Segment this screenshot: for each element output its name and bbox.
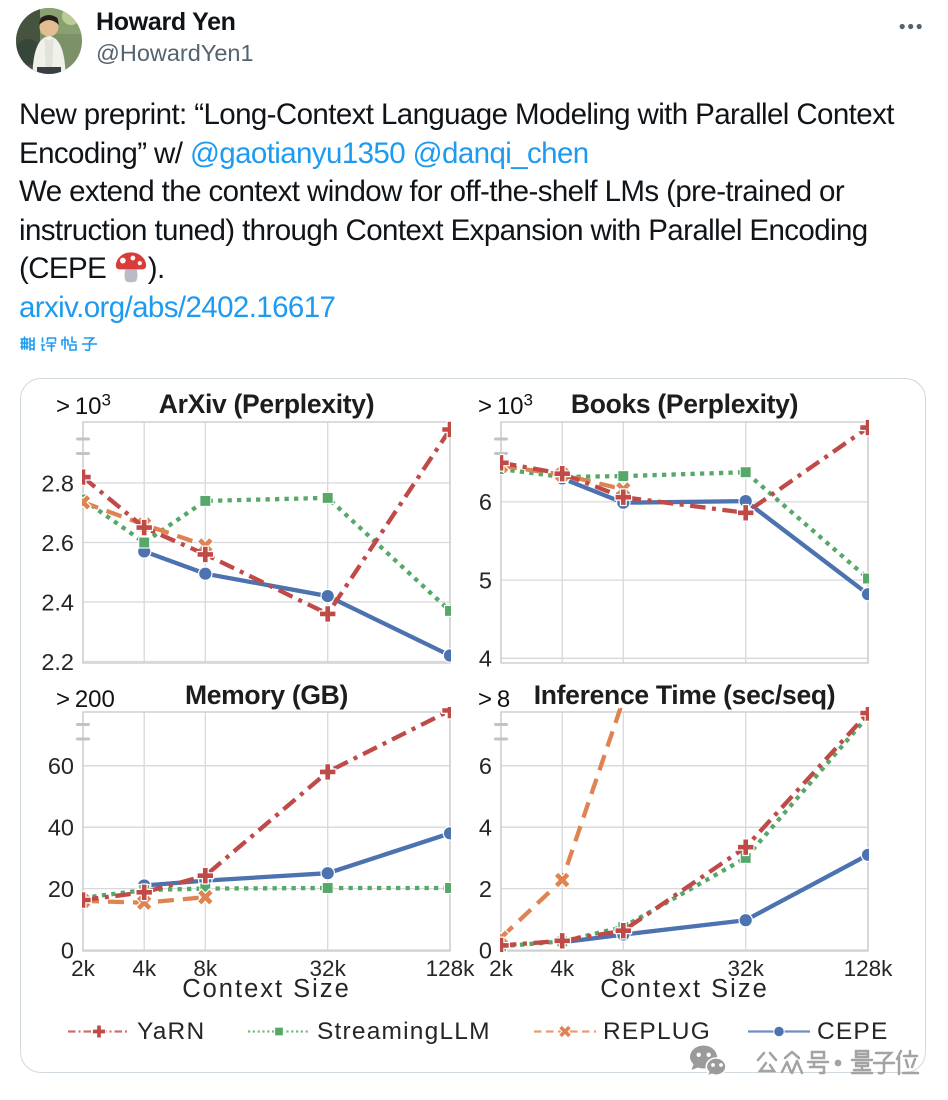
svg-text:2.2: 2.2 <box>41 649 74 675</box>
svg-text:40: 40 <box>48 815 74 841</box>
svg-text:128k: 128k <box>426 956 476 981</box>
svg-text:YaRN: YaRN <box>137 1018 205 1045</box>
svg-text:2.8: 2.8 <box>41 470 74 496</box>
svg-text:REPLUG: REPLUG <box>603 1018 711 1045</box>
svg-text:> 200: > 200 <box>56 686 115 713</box>
svg-text:2k: 2k <box>71 956 96 981</box>
svg-text:5: 5 <box>479 567 492 593</box>
svg-text:4: 4 <box>479 815 492 841</box>
svg-text:Context Size: Context Size <box>600 975 769 1003</box>
svg-text:4k: 4k <box>550 956 575 981</box>
svg-text:6: 6 <box>479 753 492 779</box>
svg-text:Inference Time (sec/seq): Inference Time (sec/seq) <box>534 680 836 710</box>
svg-text:4: 4 <box>479 646 492 672</box>
svg-text:StreamingLLM: StreamingLLM <box>317 1018 491 1045</box>
svg-text:> 103: > 103 <box>478 391 533 421</box>
svg-text:Books (Perplexity): Books (Perplexity) <box>571 389 798 419</box>
svg-text:4k: 4k <box>132 956 157 981</box>
svg-text:> 8: > 8 <box>478 686 510 713</box>
svg-text:20: 20 <box>48 876 74 902</box>
svg-text:CEPE: CEPE <box>817 1018 889 1045</box>
svg-text:60: 60 <box>48 753 74 779</box>
svg-text:32k: 32k <box>728 956 765 981</box>
svg-text:ArXiv (Perplexity): ArXiv (Perplexity) <box>159 389 375 419</box>
svg-text:0: 0 <box>61 937 74 963</box>
svg-text:128k: 128k <box>844 956 894 981</box>
svg-text:0: 0 <box>479 937 492 963</box>
svg-text:8k: 8k <box>611 956 636 981</box>
svg-text:> 103: > 103 <box>56 391 111 421</box>
svg-text:32k: 32k <box>310 956 347 981</box>
svg-text:Context Size: Context Size <box>182 975 351 1003</box>
svg-text:2: 2 <box>479 876 492 902</box>
svg-text:Memory (GB): Memory (GB) <box>185 680 348 710</box>
svg-text:8k: 8k <box>193 956 218 981</box>
svg-text:2.4: 2.4 <box>41 589 74 615</box>
svg-text:6: 6 <box>479 489 492 515</box>
svg-text:2.6: 2.6 <box>41 530 74 556</box>
svg-text:2k: 2k <box>489 956 514 981</box>
